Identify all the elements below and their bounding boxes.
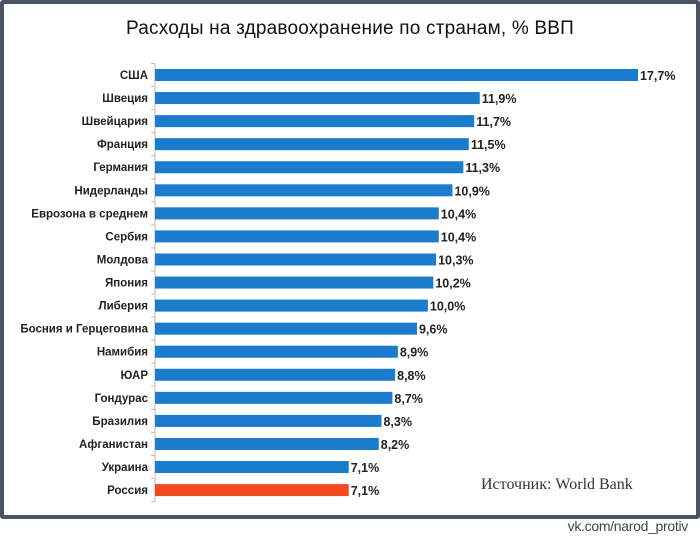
data-label: 10,4% [441, 230, 476, 244]
category-label: ЮАР [120, 370, 148, 382]
data-label: 7,1% [351, 484, 380, 498]
data-label: 10,9% [454, 184, 489, 198]
bar [155, 391, 393, 404]
category-label: Молдова [97, 254, 149, 266]
bar [155, 69, 638, 81]
data-label: 11,5% [471, 138, 506, 152]
bar [155, 138, 469, 151]
data-label: 10,4% [441, 207, 476, 221]
data-label: 7,1% [351, 461, 380, 475]
bar [155, 299, 428, 312]
category-label: Намибия [97, 347, 148, 359]
data-label: 8,2% [381, 438, 410, 452]
category-label: Япония [105, 278, 148, 290]
bar [155, 484, 349, 497]
bar [155, 92, 480, 105]
data-label: 10,3% [438, 253, 473, 267]
category-label: Россия [107, 485, 148, 497]
category-label: Германия [93, 162, 148, 174]
category-label: Швеция [102, 93, 148, 105]
bar [155, 184, 453, 197]
data-label: 11,3% [465, 161, 500, 175]
category-label: США [120, 70, 148, 82]
bar [155, 461, 349, 474]
category-label: Либерия [99, 301, 148, 313]
category-label: Сербия [105, 231, 148, 243]
category-label: Нидерланды [74, 185, 148, 197]
bar [155, 345, 398, 358]
data-label: 8,9% [400, 346, 429, 360]
bar-chart: США 17,7% Швеция 11,9% Швейцария 11,7% Франция… [20, 62, 675, 503]
bar [155, 253, 437, 266]
data-label: 10,0% [430, 300, 465, 314]
data-label: 8,7% [394, 392, 423, 406]
source-note: Источник: World Bank [481, 476, 633, 493]
category-label: Гондурас [95, 393, 149, 405]
category-label: Швейцария [82, 116, 148, 128]
data-label: 9,6% [419, 323, 448, 337]
bar [155, 414, 382, 427]
data-label: 17,7% [640, 69, 675, 83]
category-label: Франция [97, 139, 148, 151]
data-label: 10,2% [435, 277, 470, 291]
data-label: 11,9% [482, 92, 517, 106]
chart-frame: Расходы на здравоохранение по странам, %… [0, 0, 700, 519]
category-label: Афганистан [79, 439, 148, 451]
data-label: 11,7% [476, 115, 511, 129]
bar [155, 437, 379, 450]
bar [155, 207, 439, 220]
bar [155, 115, 475, 128]
bar [155, 161, 464, 174]
chart-title: Расходы на здравоохранение по странам, %… [126, 18, 574, 39]
bar [155, 322, 417, 335]
credit-link[interactable]: vk.com/narod_protiv [567, 518, 689, 534]
bar [155, 230, 439, 243]
category-label: Босния и Герцеговина [20, 324, 148, 336]
bar [155, 368, 396, 381]
category-label: Бразилия [92, 416, 148, 428]
category-label: Еврозона в среднем [31, 208, 148, 220]
category-label: Украина [102, 462, 149, 474]
data-label: 8,8% [397, 369, 426, 383]
data-label: 8,3% [383, 415, 412, 429]
bar [155, 276, 434, 289]
